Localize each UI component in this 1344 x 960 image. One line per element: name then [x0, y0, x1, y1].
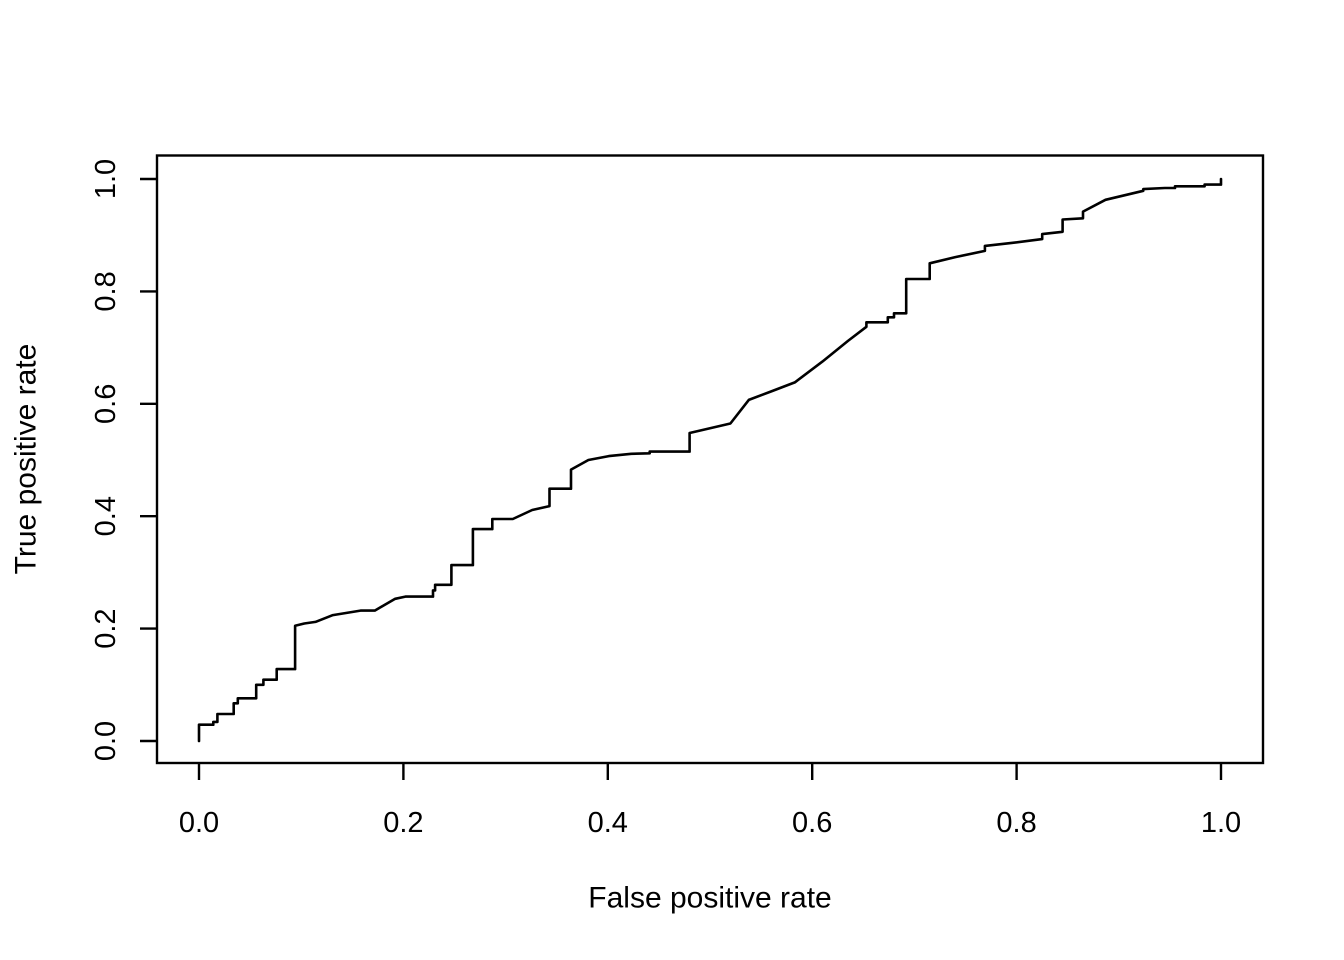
roc-curve-line	[197, 177, 1223, 743]
plot-box	[155, 154, 1265, 765]
x-axis-tick-label: 1.0	[1201, 807, 1241, 839]
y-axis-tick-label: 0.8	[90, 271, 122, 311]
y-axis-tick-label: 0.4	[90, 496, 122, 536]
axis-ticks: 0.0 0.2 0.4 0.6 0.8 1.0 0.0 0.2 0.4 0.6 0.8 1.0	[90, 159, 1241, 839]
y-axis-tick-label: 1.0	[90, 159, 122, 199]
x-axis-tick-label: 0.2	[383, 807, 423, 839]
x-axis-tick-label: 0.4	[588, 807, 628, 839]
x-axis-title: False positive rate	[588, 882, 831, 915]
y-axis-title: True positive rate	[10, 344, 43, 575]
y-axis-tick-label: 0.6	[90, 384, 122, 424]
x-axis-tick-label: 0.6	[792, 807, 832, 839]
x-axis-tick-label: 0.8	[996, 807, 1036, 839]
x-axis-tick-label: 0.0	[179, 807, 219, 839]
y-axis-tick-label: 0.0	[90, 721, 122, 761]
y-axis-tick-label: 0.2	[90, 608, 122, 648]
